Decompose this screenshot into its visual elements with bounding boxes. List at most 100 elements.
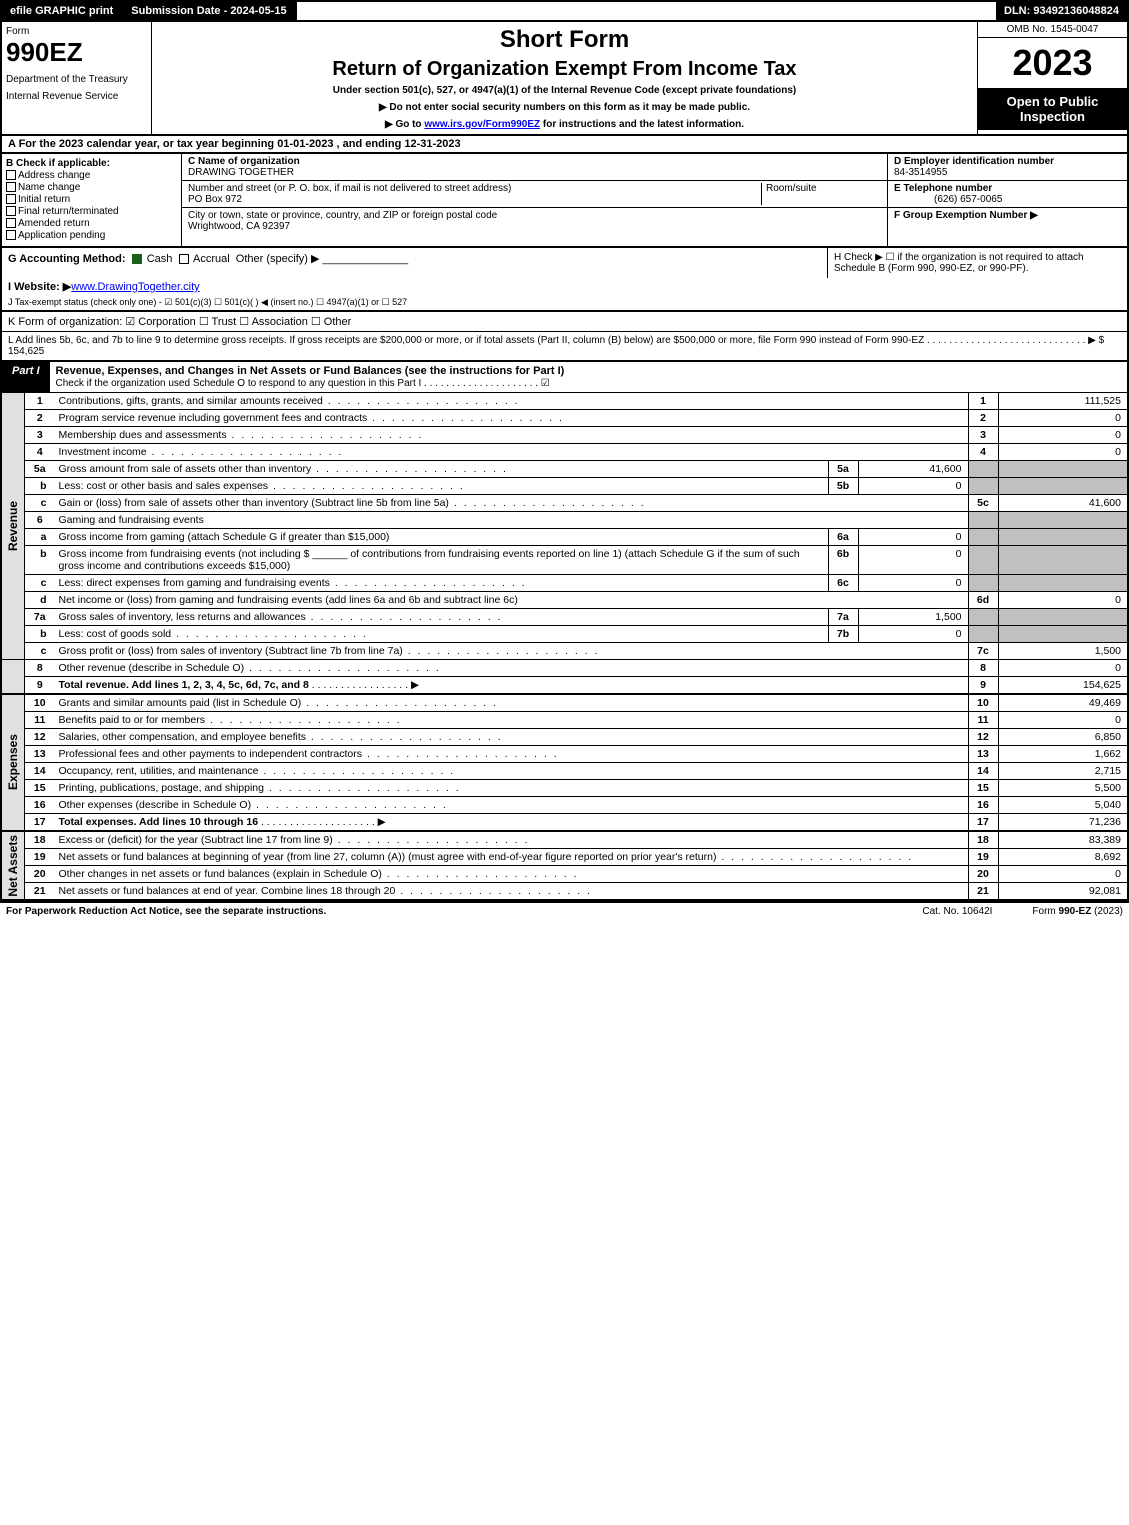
line-2-amount: 0 [998, 410, 1128, 427]
ein-label: D Employer identification number [894, 156, 1054, 167]
accounting-other: Other (specify) ▶ [236, 253, 320, 265]
line-15-desc: Printing, publications, postage, and shi… [55, 780, 969, 797]
section-c: C Name of organizationDRAWING TOGETHER N… [182, 154, 887, 246]
group-exemption-label: F Group Exemption Number ▶ [894, 210, 1038, 221]
line-17-amount: 71,236 [998, 814, 1128, 832]
part-1-header: Part I Revenue, Expenses, and Changes in… [0, 362, 1129, 393]
cb-initial-return[interactable]: Initial return [6, 194, 177, 205]
line-20-amount: 0 [998, 866, 1128, 883]
line-7c-amount: 1,500 [998, 643, 1128, 660]
line-5b-desc: Less: cost or other basis and sales expe… [55, 478, 829, 495]
goto-note: ▶ Go to www.irs.gov/Form990EZ for instru… [156, 119, 973, 130]
line-2-desc: Program service revenue including govern… [55, 410, 969, 427]
cb-name-change[interactable]: Name change [6, 182, 177, 193]
submission-date: Submission Date - 2024-05-15 [123, 2, 296, 20]
section-a: A For the 2023 calendar year, or tax yea… [0, 136, 1129, 154]
subtitle: Under section 501(c), 527, or 4947(a)(1)… [156, 85, 973, 96]
line-1-amount: 111,525 [998, 393, 1128, 410]
row-g-h: G Accounting Method: Cash Accrual Other … [0, 248, 1129, 278]
form-number: 990EZ [6, 37, 147, 68]
footer: For Paperwork Reduction Act Notice, see … [0, 901, 1129, 920]
line-10-desc: Grants and similar amounts paid (list in… [55, 694, 969, 712]
room-label: Room/suite [761, 183, 881, 205]
topbar: efile GRAPHIC print Submission Date - 20… [0, 0, 1129, 22]
city-label: City or town, state or province, country… [188, 210, 497, 221]
line-6c-desc: Less: direct expenses from gaming and fu… [55, 575, 829, 592]
cb-amended-return[interactable]: Amended return [6, 218, 177, 229]
row-j: J Tax-exempt status (check only one) - ☑… [0, 295, 1129, 310]
dept-irs: Internal Revenue Service [6, 91, 147, 102]
line-15-amount: 5,500 [998, 780, 1128, 797]
org-name-label: C Name of organization [188, 156, 300, 167]
gross-receipts: 154,625 [8, 346, 44, 357]
cb-address-change[interactable]: Address change [6, 170, 177, 181]
line-7b-amount: 0 [858, 626, 968, 643]
section-d: D Employer identification number84-35149… [887, 154, 1127, 246]
part-1-label: Part I [2, 362, 50, 392]
part-1-check: Check if the organization used Schedule … [56, 378, 550, 389]
cb-final-return[interactable]: Final return/terminated [6, 206, 177, 217]
street-value: PO Box 972 [188, 194, 242, 205]
irs-link[interactable]: www.irs.gov/Form990EZ [424, 119, 540, 130]
line-7a-desc: Gross sales of inventory, less returns a… [55, 609, 829, 626]
line-5b-amount: 0 [858, 478, 968, 495]
row-i: I Website: ▶www.DrawingTogether.city [0, 278, 1129, 295]
line-11-desc: Benefits paid to or for members [55, 712, 969, 729]
netassets-side-label: Net Assets [6, 835, 20, 897]
line-13-desc: Professional fees and other payments to … [55, 746, 969, 763]
website-link[interactable]: www.DrawingTogether.city [71, 281, 199, 293]
tax-year: 2023 [978, 38, 1127, 88]
line-9-desc: Total revenue. Add lines 1, 2, 3, 4, 5c,… [55, 677, 969, 695]
expenses-side-label: Expenses [6, 734, 20, 790]
cb-cash[interactable] [132, 254, 142, 264]
line-6b-desc: Gross income from fundraising events (no… [55, 546, 829, 575]
line-6b-amount: 0 [858, 546, 968, 575]
row-l: L Add lines 5b, 6c, and 7b to line 9 to … [0, 332, 1129, 362]
section-h: H Check ▶ ☐ if the organization is not r… [827, 248, 1127, 278]
efile-print[interactable]: efile GRAPHIC print [2, 2, 123, 20]
line-9-amount: 154,625 [998, 677, 1128, 695]
line-8-amount: 0 [998, 660, 1128, 677]
section-b: B Check if applicable: Address change Na… [2, 154, 182, 246]
line-5a-desc: Gross amount from sale of assets other t… [55, 461, 829, 478]
line-3-desc: Membership dues and assessments [55, 427, 969, 444]
line-6d-amount: 0 [998, 592, 1128, 609]
revenue-side-label: Revenue [6, 501, 20, 551]
ssn-note: ▶ Do not enter social security numbers o… [156, 102, 973, 113]
line-20-desc: Other changes in net assets or fund bala… [55, 866, 969, 883]
return-title: Return of Organization Exempt From Incom… [156, 58, 973, 81]
line-16-amount: 5,040 [998, 797, 1128, 814]
line-5a-amount: 41,600 [858, 461, 968, 478]
line-19-amount: 8,692 [998, 849, 1128, 866]
omb-number: OMB No. 1545-0047 [978, 22, 1127, 38]
revenue-table: Revenue 1Contributions, gifts, grants, a… [0, 393, 1129, 901]
line-5c-amount: 41,600 [998, 495, 1128, 512]
paperwork-notice: For Paperwork Reduction Act Notice, see … [6, 906, 326, 917]
line-7b-desc: Less: cost of goods sold [55, 626, 829, 643]
cat-no: Cat. No. 10642I [922, 906, 992, 917]
section-bcd: B Check if applicable: Address change Na… [0, 154, 1129, 248]
city-value: Wrightwood, CA 92397 [188, 221, 290, 232]
section-b-title: B Check if applicable: [6, 158, 110, 169]
ein-value: 84-3514955 [894, 167, 947, 178]
cb-accrual[interactable] [179, 254, 189, 264]
line-3-amount: 0 [998, 427, 1128, 444]
street-label: Number and street (or P. O. box, if mail… [188, 183, 511, 194]
line-12-desc: Salaries, other compensation, and employ… [55, 729, 969, 746]
line-14-amount: 2,715 [998, 763, 1128, 780]
line-18-desc: Excess or (deficit) for the year (Subtra… [55, 831, 969, 849]
phone-value: (626) 657-0065 [894, 194, 1002, 205]
form-footer: Form 990-EZ (2023) [1032, 906, 1123, 917]
line-1-desc: Contributions, gifts, grants, and simila… [55, 393, 969, 410]
line-6d-desc: Net income or (loss) from gaming and fun… [55, 592, 969, 609]
phone-label: E Telephone number [894, 183, 992, 194]
dln: DLN: 93492136048824 [996, 2, 1127, 20]
dept-treasury: Department of the Treasury [6, 74, 147, 85]
line-18-amount: 83,389 [998, 831, 1128, 849]
line-5c-desc: Gain or (loss) from sale of assets other… [55, 495, 969, 512]
line-6a-desc: Gross income from gaming (attach Schedul… [55, 529, 829, 546]
cb-application-pending[interactable]: Application pending [6, 230, 177, 241]
line-21-amount: 92,081 [998, 883, 1128, 901]
form-header: Form 990EZ Department of the Treasury In… [0, 22, 1129, 136]
line-4-desc: Investment income [55, 444, 969, 461]
